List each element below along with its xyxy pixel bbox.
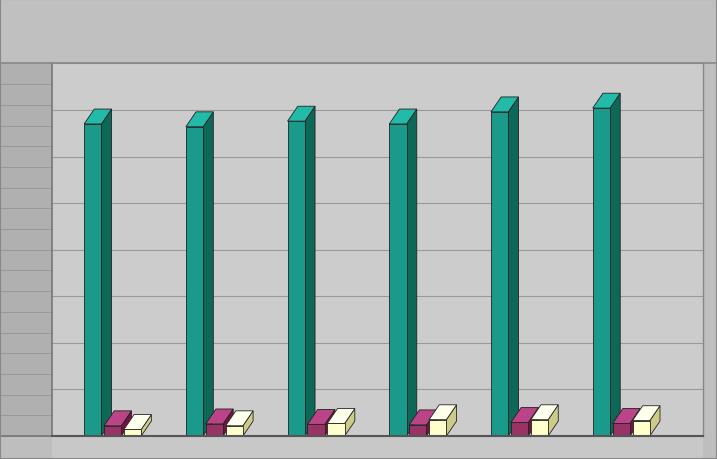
Polygon shape [508,98,518,436]
Polygon shape [206,424,223,436]
Polygon shape [288,122,305,436]
Polygon shape [84,125,101,436]
Polygon shape [409,410,437,425]
Polygon shape [243,411,253,436]
Polygon shape [325,409,335,436]
Polygon shape [409,425,427,436]
Polygon shape [491,98,518,112]
Polygon shape [548,405,559,436]
Polygon shape [305,107,315,436]
Bar [52,64,703,436]
Polygon shape [124,414,151,430]
Polygon shape [528,408,538,436]
Polygon shape [429,405,457,420]
Polygon shape [511,423,528,436]
Polygon shape [429,420,447,436]
Polygon shape [389,125,407,436]
Polygon shape [610,94,620,436]
Polygon shape [630,409,640,436]
Polygon shape [84,110,112,125]
Bar [0,0,717,64]
Polygon shape [531,405,559,420]
Polygon shape [186,128,203,436]
Polygon shape [389,110,417,125]
Polygon shape [206,409,233,424]
Polygon shape [203,112,214,436]
Polygon shape [531,420,548,436]
Polygon shape [141,414,151,436]
Polygon shape [491,112,508,436]
Bar [52,436,703,459]
Polygon shape [328,424,345,436]
Polygon shape [345,409,355,436]
Polygon shape [632,421,650,436]
Polygon shape [223,409,233,436]
Polygon shape [407,110,417,436]
Polygon shape [612,409,640,424]
Polygon shape [511,408,538,423]
Polygon shape [593,94,620,109]
Polygon shape [104,411,131,426]
Polygon shape [226,411,253,426]
Polygon shape [186,112,214,128]
Polygon shape [308,409,335,425]
Polygon shape [650,406,660,436]
Polygon shape [104,426,121,436]
Polygon shape [288,107,315,122]
Polygon shape [427,410,437,436]
Polygon shape [308,425,325,436]
Polygon shape [632,406,660,421]
Polygon shape [124,430,141,436]
Polygon shape [328,409,355,424]
Polygon shape [447,405,457,436]
Polygon shape [593,109,610,436]
Polygon shape [612,424,630,436]
Polygon shape [101,110,112,436]
Polygon shape [226,426,243,436]
Polygon shape [121,411,131,436]
Bar [0,64,52,436]
